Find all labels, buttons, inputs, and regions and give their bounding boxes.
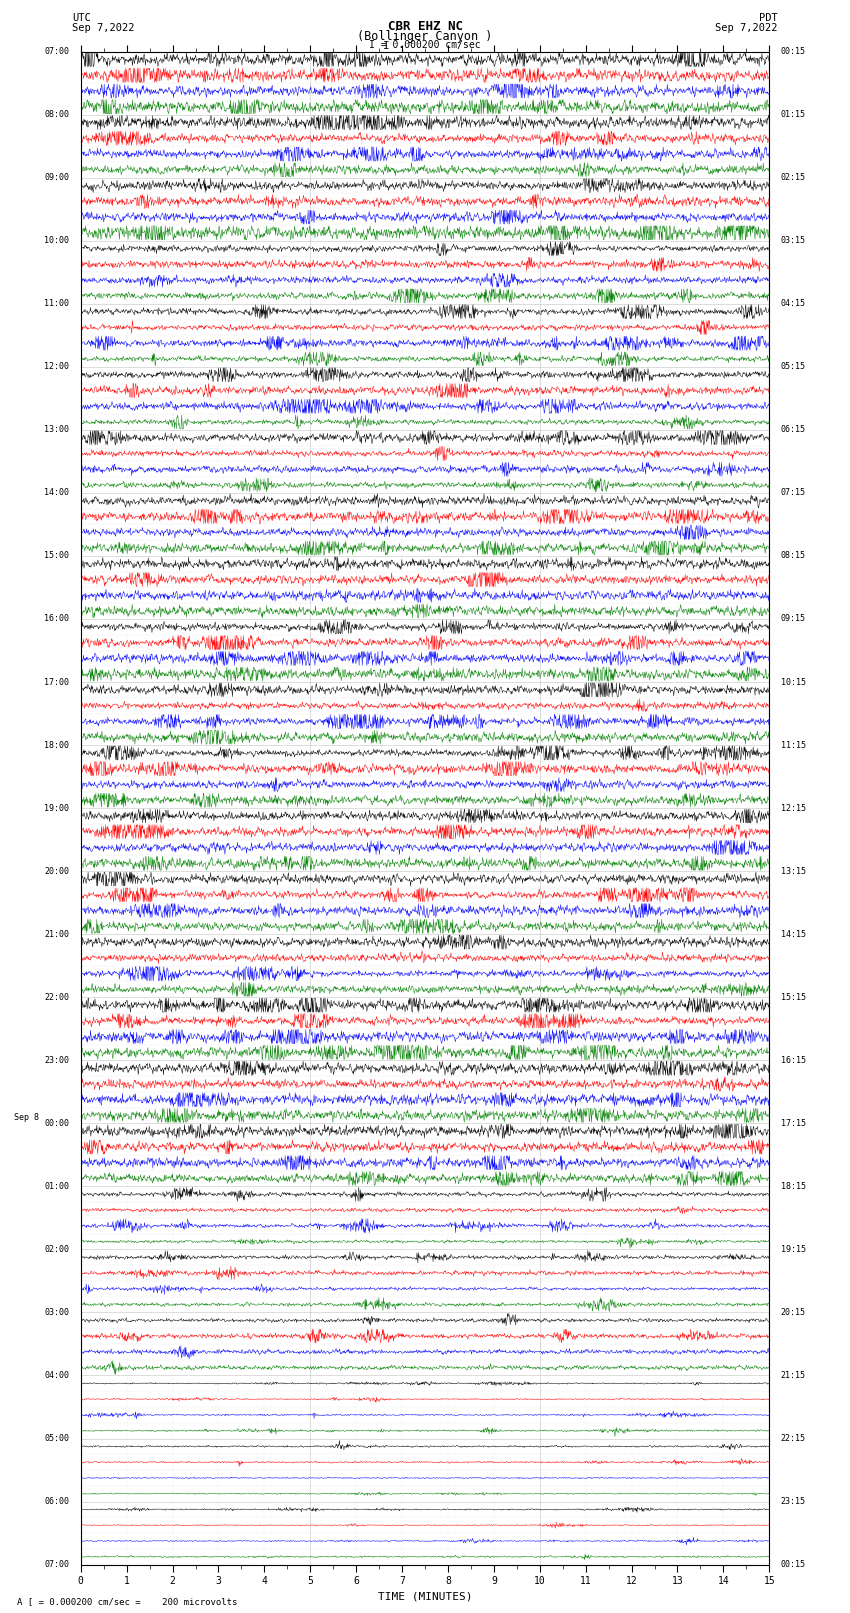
Text: I = 0.000200 cm/sec: I = 0.000200 cm/sec [369, 39, 481, 50]
Text: 08:00: 08:00 [44, 110, 70, 119]
Text: 22:15: 22:15 [780, 1434, 806, 1444]
Text: 02:15: 02:15 [780, 173, 806, 182]
Text: 18:15: 18:15 [780, 1182, 806, 1190]
Text: 00:15: 00:15 [780, 1560, 806, 1569]
Text: 17:00: 17:00 [44, 677, 70, 687]
Text: 20:15: 20:15 [780, 1308, 806, 1316]
Text: 03:15: 03:15 [780, 235, 806, 245]
Text: 14:15: 14:15 [780, 929, 806, 939]
Text: 01:00: 01:00 [44, 1182, 70, 1190]
Text: I: I [383, 40, 390, 52]
Text: 22:00: 22:00 [44, 992, 70, 1002]
Text: Sep 7,2022: Sep 7,2022 [72, 23, 135, 32]
Text: 00:00: 00:00 [44, 1119, 70, 1127]
Text: (Bollinger Canyon ): (Bollinger Canyon ) [357, 31, 493, 44]
Text: 15:00: 15:00 [44, 552, 70, 560]
Text: 14:00: 14:00 [44, 489, 70, 497]
Text: 16:15: 16:15 [780, 1057, 806, 1065]
Text: 01:15: 01:15 [780, 110, 806, 119]
Text: 04:00: 04:00 [44, 1371, 70, 1381]
Text: 07:00: 07:00 [44, 47, 70, 56]
Text: 02:00: 02:00 [44, 1245, 70, 1253]
Text: 21:00: 21:00 [44, 929, 70, 939]
Text: 13:15: 13:15 [780, 866, 806, 876]
Text: 13:00: 13:00 [44, 426, 70, 434]
Text: 20:00: 20:00 [44, 866, 70, 876]
Text: 06:15: 06:15 [780, 426, 806, 434]
Text: CBR EHZ NC: CBR EHZ NC [388, 19, 462, 34]
Text: 07:15: 07:15 [780, 489, 806, 497]
Text: 07:00: 07:00 [44, 1560, 70, 1569]
Text: 04:15: 04:15 [780, 300, 806, 308]
Text: Sep 8: Sep 8 [14, 1113, 39, 1121]
Text: 21:15: 21:15 [780, 1371, 806, 1381]
Text: Sep 7,2022: Sep 7,2022 [715, 23, 778, 32]
Text: 18:00: 18:00 [44, 740, 70, 750]
Text: UTC: UTC [72, 13, 91, 23]
Text: 12:00: 12:00 [44, 363, 70, 371]
Text: 12:15: 12:15 [780, 803, 806, 813]
Text: PDT: PDT [759, 13, 778, 23]
Text: 09:15: 09:15 [780, 615, 806, 624]
Text: A [ = 0.000200 cm/sec =    200 microvolts: A [ = 0.000200 cm/sec = 200 microvolts [17, 1597, 237, 1607]
Text: 23:00: 23:00 [44, 1057, 70, 1065]
Text: 05:15: 05:15 [780, 363, 806, 371]
Text: 17:15: 17:15 [780, 1119, 806, 1127]
Text: 19:00: 19:00 [44, 803, 70, 813]
Text: 10:15: 10:15 [780, 677, 806, 687]
X-axis label: TIME (MINUTES): TIME (MINUTES) [377, 1592, 473, 1602]
Text: 19:15: 19:15 [780, 1245, 806, 1253]
Text: 08:15: 08:15 [780, 552, 806, 560]
Text: 11:15: 11:15 [780, 740, 806, 750]
Text: 10:00: 10:00 [44, 235, 70, 245]
Text: 09:00: 09:00 [44, 173, 70, 182]
Text: 23:15: 23:15 [780, 1497, 806, 1507]
Text: 03:00: 03:00 [44, 1308, 70, 1316]
Text: 15:15: 15:15 [780, 992, 806, 1002]
Text: 06:00: 06:00 [44, 1497, 70, 1507]
Text: 11:00: 11:00 [44, 300, 70, 308]
Text: 16:00: 16:00 [44, 615, 70, 624]
Text: 05:00: 05:00 [44, 1434, 70, 1444]
Text: 00:15: 00:15 [780, 47, 806, 56]
